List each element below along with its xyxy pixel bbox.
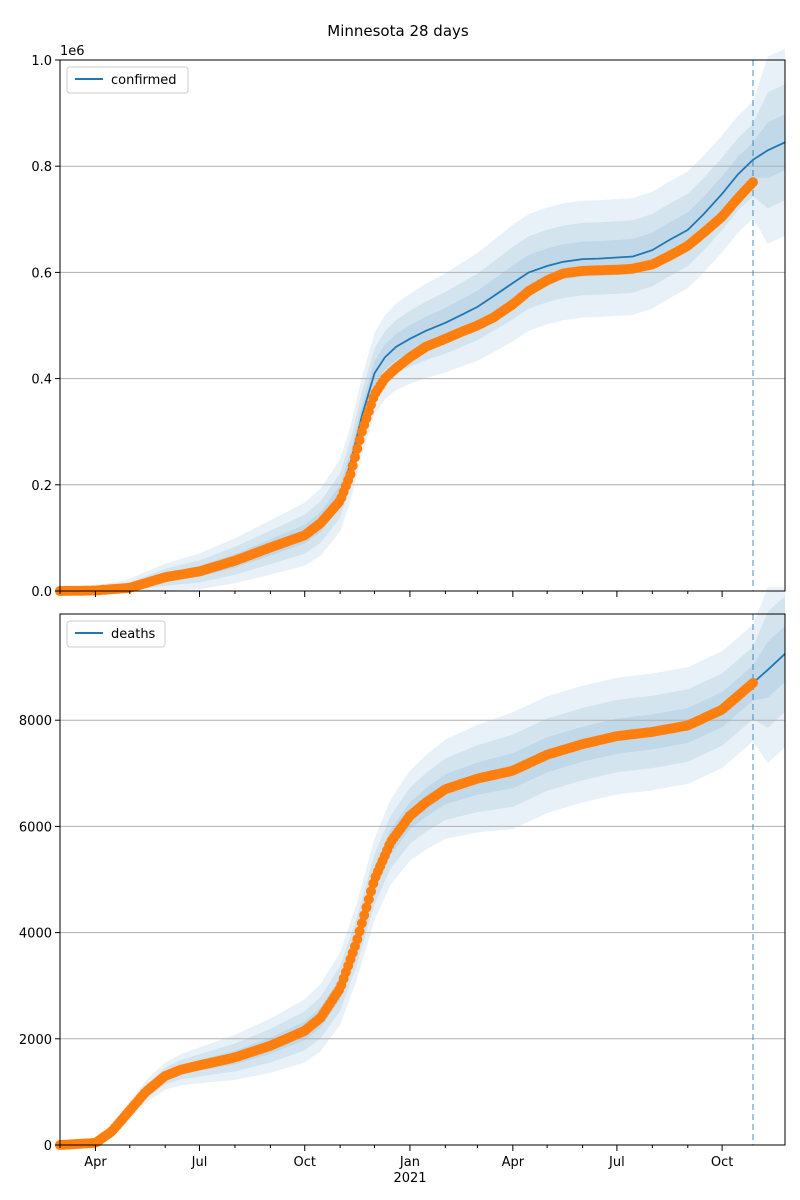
top-observed-point — [347, 460, 358, 471]
bot-y-tick-label: 2000 — [19, 1033, 52, 1048]
bot-x-tick-label: Jan — [399, 1155, 420, 1170]
confirmed-uncertainty-bands — [60, 48, 785, 592]
bot-band-0 — [60, 587, 785, 1145]
top-y-tick-label: 0.4 — [31, 373, 52, 388]
deaths-axes-frame — [59, 613, 786, 1146]
figure-title: Minnesota 28 days — [327, 22, 469, 40]
bot-x-tick-label: Apr — [502, 1155, 525, 1170]
top-observed-point — [350, 452, 360, 463]
confirmed-observed-points — [55, 177, 758, 596]
confirmed-y-offset-label: 1e6 — [60, 44, 85, 59]
deaths-legend-label: deaths — [111, 627, 156, 642]
bot-x-tick-label: Oct — [711, 1155, 733, 1170]
top-y-tick-label: 0.2 — [31, 479, 52, 494]
top-band-1 — [60, 84, 785, 592]
bot-observed-point — [363, 894, 374, 905]
top-observed-point — [354, 435, 365, 446]
deaths-uncertainty-bands — [60, 587, 785, 1145]
top-y-tick-label: 0.0 — [31, 585, 52, 600]
confirmed-x-ticks — [59, 591, 723, 597]
top-observed-point — [748, 177, 758, 188]
bot-band-2 — [60, 625, 785, 1145]
deaths-legend-box — [66, 620, 166, 648]
top-band-0 — [60, 48, 785, 592]
bot-y-tick-label: 8000 — [19, 714, 52, 729]
deaths-y-ticks: 0 2000 4000 6000 8000 — [19, 714, 60, 1154]
bot-observed-point — [359, 910, 370, 921]
top-y-tick-label: 1.0 — [31, 54, 52, 69]
bot-observed-point — [748, 678, 758, 688]
bot-observed-point — [366, 886, 376, 897]
top-y-tick-label: 0.8 — [31, 160, 52, 175]
top-y-tick-label: 0.6 — [31, 266, 52, 281]
deaths-gridlines — [60, 719, 785, 1040]
deaths-x-ticks: Apr Jul Oct Jan Apr Jul Oct — [59, 1145, 733, 1170]
bot-y-tick-label: 0 — [44, 1139, 52, 1154]
confirmed-legend: confirmed — [66, 66, 189, 94]
bot-x-tick-label: Apr — [84, 1155, 107, 1170]
deaths-x-year-label: 2021 — [393, 1171, 426, 1186]
bot-observed-point — [354, 926, 365, 937]
confirmed-y-ticks: 0.0 0.2 0.4 0.6 0.8 1.0 — [31, 54, 60, 600]
bot-x-tick-label: Jul — [191, 1155, 208, 1170]
bot-observed-point — [352, 934, 363, 945]
bot-y-tick-label: 4000 — [19, 927, 52, 942]
top-observed-point — [345, 469, 356, 480]
confirmed-gridlines — [60, 59, 785, 486]
bot-observed-point — [361, 902, 372, 913]
deaths-observed-points — [55, 678, 758, 1150]
confirmed-legend-label: confirmed — [111, 73, 177, 88]
bot-x-tick-label: Oct — [293, 1155, 315, 1170]
deaths-legend: deaths — [66, 620, 166, 648]
bot-y-tick-label: 6000 — [19, 820, 52, 835]
bot-x-tick-label: Jul — [608, 1155, 625, 1170]
confirmed-panel: 0.0 0.2 0.4 0.6 0.8 1.0 1e6 confirmed — [31, 44, 786, 600]
confirmed-legend-box — [66, 66, 189, 94]
bot-band-1 — [60, 595, 785, 1145]
confirmed-axes-frame — [59, 59, 786, 592]
bot-observed-point — [356, 918, 367, 929]
top-observed-point — [352, 443, 363, 454]
